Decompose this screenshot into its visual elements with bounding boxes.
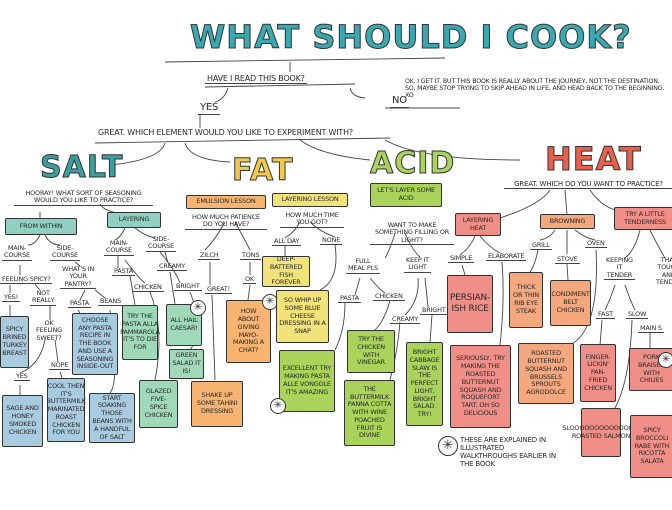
blue-cheese-box: SO WHIP UP SOME BLUE CHEESE DRESSING IN … — [276, 290, 329, 343]
layering-chicken: CHICKEN — [132, 283, 164, 293]
broccoli-box: SPICY BROCCOLI RABE WITH RICOTTA SALATA — [630, 415, 672, 478]
soak-beans-box: START SOAKING THOSE BEANS WITH A HANDFUL… — [89, 393, 135, 443]
acid-heading: ACID — [369, 146, 456, 182]
acid-creamy: CREAMY — [390, 315, 420, 325]
answer-yes: YES — [198, 102, 221, 115]
fat-tons: TONS — [240, 251, 262, 261]
heat-heading: HEAT — [545, 140, 642, 179]
browning-box: BROWNING — [540, 214, 595, 229]
feeling-sweet: OK FEELING SWEET? — [36, 319, 62, 342]
layering-lesson-box: LAYERING LESSON — [272, 193, 348, 207]
no-answer-note: Ok, I get it. But this book is really ab… — [405, 78, 665, 100]
acid-question: WANT TO MAKE SOMETHING FILLING OR LIGHT? — [370, 221, 454, 246]
acid-chicken: CHICKEN — [373, 292, 405, 302]
heat-main: MAIN S — [638, 324, 664, 334]
fish-box: DEEP-BATTERED FISH FOREVER — [262, 255, 310, 287]
patience-question: HOW MUCH PATIENCE DO YOU HAVE? — [185, 213, 267, 230]
fat-zilch: ZILCH — [198, 251, 221, 261]
fat-great: GREAT! — [205, 285, 232, 295]
asterisk-star-icon: ✳ — [438, 436, 458, 456]
heat-oven: OVEN — [585, 239, 607, 249]
footnote-text: THESE ARE EXPLAINED IN ILLUSTRATED WALKT… — [460, 436, 556, 469]
salt-main-course-2: MAIN- COURSE — [104, 239, 134, 256]
read-book-question: HAVE I READ THIS BOOK? — [205, 74, 307, 85]
sweet-nope: NOPE — [49, 361, 71, 371]
salt-side-course-1: SIDE- COURSE — [50, 244, 80, 261]
fat-none: NONE — [320, 236, 343, 246]
vinegar-chicken-box: TRY THE CHICKEN WITH VINEGAR — [347, 330, 395, 373]
pantry-question: WHAT'S IN YOUR PANTRY? — [60, 265, 97, 290]
fat-all-day: ALL DAY — [272, 237, 302, 247]
heat-fast: FAST — [596, 310, 615, 320]
layering-pasta: PASTA — [112, 267, 135, 277]
keeping-tender: KEEPING IT TENDER — [604, 256, 635, 281]
pantry-beans: BEANS — [98, 297, 124, 307]
squash-tart-box: SERIOUSLY, TRY MAKING THE ROASTED BUTTER… — [450, 345, 511, 428]
heat-grill: GRILL — [530, 241, 552, 251]
salmon-box: SLOOOOOOOOOOOOOW ROASTED SALMON — [562, 408, 640, 457]
layering-creamy: CREAMY — [157, 262, 187, 272]
pammarola-box: TRY THE PASTA ALLA PAMMAROLA IT'S TO DIE… — [120, 305, 160, 360]
time-question: HOW MUCH TIME YOU GOT? — [280, 211, 344, 228]
pantry-pasta: PASTA — [68, 299, 91, 309]
fat-heading: FAT — [231, 153, 294, 189]
asterisk-star-icon: ✳ — [270, 398, 286, 414]
green-salad-box: GREEN SALAD IT IS! — [169, 349, 204, 379]
rib-eye-box: THICK OR THIN RIB EYE STEAK — [509, 272, 543, 328]
heat-slow: SLOW — [626, 310, 649, 320]
buttermilk-chicken-box: COOL THEN IT'S BUTTERMILK MARINATED ROAS… — [46, 378, 86, 442]
vongole-box: EXCELLENT TRY MAKING PASTA ALLE VONGOLE … — [279, 350, 335, 412]
layer-acid-box: LET'S LAYER SOME ACID — [370, 183, 442, 207]
salt-main-course-1: MAIN- COURSE — [2, 244, 32, 261]
tenderness-box: TRY A LITTLE TENDERNESS — [614, 207, 672, 230]
glazed-chicken-box: GLAZED FIVE-SPICE CHICKEN — [139, 380, 178, 428]
cabbage-slaw-box: BRIGHT CABBAGE SLAW IS THE PERFECT LIGHT… — [406, 342, 443, 426]
salt-from-within-box: FROM WITHIN — [5, 218, 77, 235]
condiment-chicken-box: CONDIMENT BELT CHICKEN — [550, 280, 591, 326]
asterisk-star-icon: ✳ — [190, 300, 206, 316]
heat-elaborate: ELABORATE — [486, 252, 527, 262]
choose-pasta-box: CHOOSE ANY PASTA RECIPE IN THE BOOK AND … — [72, 313, 118, 375]
asterisk-star-icon: ✳ — [658, 352, 672, 368]
page-title: WHAT SHOULD I COOK? — [190, 18, 632, 57]
salt-heading: SALT — [39, 150, 124, 186]
emulsion-lesson-box: EMULSION LESSON — [186, 195, 266, 209]
spicy-yes: YES! — [2, 293, 21, 303]
layering-bright: BRIGHT — [174, 282, 202, 292]
sage-chicken-box: SAGE AND HONEY SMOKED CHICKEN — [2, 395, 43, 447]
persian-rice-box: PERSIAN-ISH RICE — [447, 275, 493, 333]
acid-pasta: PASTA — [338, 294, 361, 304]
layering-heat-box: LAYERING HEAT — [455, 213, 501, 236]
salt-layering-box: LAYERING — [107, 212, 161, 228]
heat-question: GREAT. WHICH DO YOU WANT TO PRACTICE? — [504, 180, 672, 190]
salt-question: HOORAY! WHAT SORT OF SEASONING WOULD YOU… — [14, 189, 153, 206]
mayo-box: HOW ABOUT GIVING MAYO-MAKING A CHAT? — [226, 300, 271, 363]
keep-light: KEEP IT LIGHT — [404, 256, 431, 273]
fat-ok: OK — [243, 275, 256, 285]
agrodolce-box: ROASTED BUTTERNUT SQUASH AND BRUSSELS SP… — [518, 343, 574, 404]
not-really: NOT REALLY — [30, 289, 57, 306]
panna-cotta-box: THE BUTTERMILK PANNA COTTA WITH WINE POA… — [344, 380, 395, 446]
element-question: GREAT. WHICH ELEMENT WOULD YOU LIKE TO E… — [98, 128, 353, 137]
turkey-box: SPICY BRINED TURKEY BREAST — [0, 316, 29, 368]
heat-stove: STOVE — [555, 255, 580, 265]
salt-side-course-2: SIDE- COURSE — [146, 235, 176, 252]
full-meal: FULL MEAL PLS — [346, 257, 380, 274]
fried-chicken-box: FINGER-LICKIN' PAN-FRIED CHICKEN — [580, 344, 616, 402]
heat-simple: SIMPLE — [448, 254, 475, 264]
feeling-spicy: FEELING SPICY? — [0, 275, 53, 285]
acid-bright: BRIGHT — [420, 306, 448, 316]
answer-no: NO — [390, 95, 409, 108]
sweet-yes: YES — [14, 372, 30, 382]
tahini-box: SHAKE UP SOME TAHINI DRESSING — [191, 381, 243, 427]
